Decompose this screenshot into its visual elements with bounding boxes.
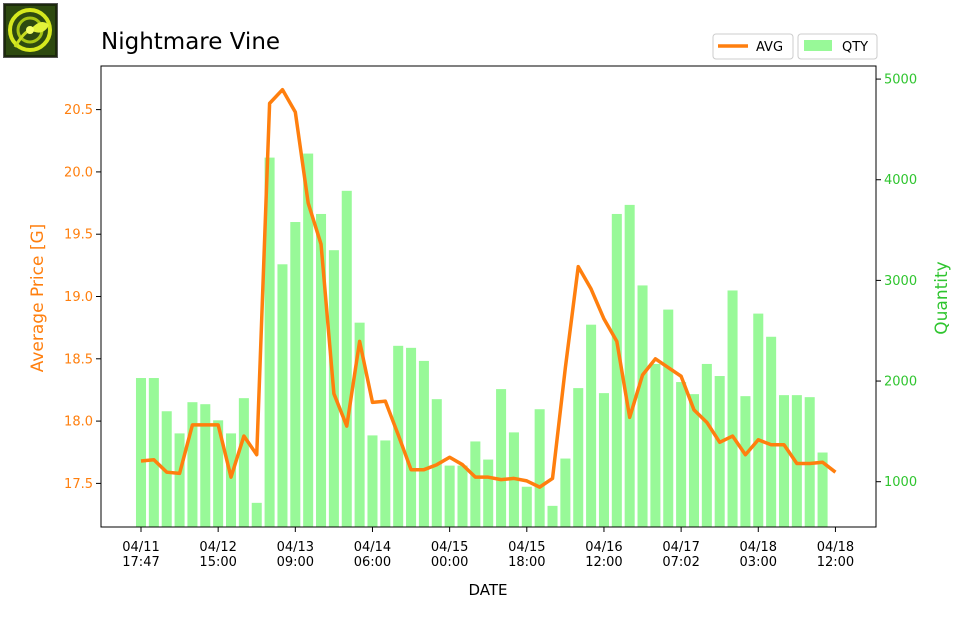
qty-bar (290, 222, 301, 527)
qty-bar (444, 465, 455, 527)
qty-bar (200, 404, 211, 527)
qty-bar (251, 502, 262, 527)
x-tick-label-time: 03:00 (740, 555, 777, 570)
legend-qty[interactable]: QTY (797, 33, 878, 60)
qty-bar (714, 376, 725, 527)
x-tick-label-time: 15:00 (199, 555, 236, 570)
qty-bar (496, 389, 507, 527)
y-axis-left-label: Average Price [G] (28, 224, 48, 373)
x-tick-label-date: 04/17 (662, 540, 699, 555)
left-tick-label: 20.0 (64, 165, 93, 180)
left-tick-label: 20.5 (64, 103, 93, 118)
legend-avg-label: AVG (756, 40, 783, 55)
x-axis-label: DATE (468, 581, 507, 599)
qty-bar (688, 394, 699, 527)
qty-bar (418, 360, 429, 527)
qty-bar (650, 363, 661, 527)
left-tick-label: 17.5 (64, 477, 93, 492)
qty-bar (380, 440, 391, 527)
qty-bar (637, 285, 648, 527)
legend-qty-label: QTY (842, 40, 868, 55)
qty-bar (187, 402, 198, 527)
qty-bar (573, 388, 584, 527)
qty-bar (470, 441, 481, 527)
legend-avg[interactable]: AVG (712, 33, 794, 60)
qty-bar (341, 190, 352, 527)
qty-bar (148, 378, 159, 527)
qty-bar (367, 435, 378, 527)
x-tick-label-date: 04/18 (817, 540, 854, 555)
x-tick-label-time: 06:00 (354, 555, 391, 570)
x-tick-label-time: 18:00 (508, 555, 545, 570)
x-tick-label-time: 07:02 (662, 555, 699, 570)
qty-bar (303, 153, 314, 527)
right-axis: 1000 2000 3000 4000 5000 (876, 73, 917, 490)
qty-bar (406, 347, 417, 527)
right-tick-label: 1000 (884, 475, 917, 490)
qty-bar (586, 324, 597, 527)
x-tick-label-date: 04/15 (508, 540, 545, 555)
legend-avg-box (712, 33, 794, 60)
qty-bar (316, 213, 327, 527)
qty-bar (663, 309, 674, 527)
right-tick-label: 2000 (884, 375, 917, 390)
qty-bar (624, 204, 635, 527)
right-tick-label: 3000 (884, 274, 917, 289)
qty-bar (521, 486, 532, 527)
qty-bar (598, 393, 609, 527)
x-tick-label-time: 12:00 (585, 555, 622, 570)
qty-bar (483, 459, 494, 527)
qty-bar (547, 505, 558, 527)
nightmare-vine-icon (3, 3, 58, 58)
x-tick-label-date: 04/12 (199, 540, 236, 555)
x-tick-label-date: 04/14 (354, 540, 391, 555)
qty-bar (226, 433, 237, 527)
qty-bar (727, 290, 738, 527)
x-tick-label-date: 04/16 (585, 540, 622, 555)
qty-bar (766, 336, 777, 527)
qty-bar (174, 433, 185, 527)
qty-bar (135, 378, 147, 527)
legend-qty-swatch (804, 40, 832, 51)
qty-bar (560, 458, 571, 527)
x-tick-label-date: 04/13 (277, 540, 314, 555)
qty-bar (277, 264, 288, 527)
qty-bar (238, 398, 249, 527)
avg-line-series (140, 87, 837, 489)
x-tick-label-date: 04/15 (431, 540, 468, 555)
left-tick-label: 19.0 (64, 290, 93, 305)
right-tick-label: 5000 (884, 73, 917, 88)
qty-bar (354, 322, 365, 527)
qty-bar (534, 409, 545, 527)
y-axis-right-label: Quantity (932, 261, 952, 334)
qty-bar (753, 313, 764, 527)
qty-bar (457, 465, 468, 527)
left-tick-label: 19.5 (64, 228, 93, 243)
avg-line (140, 87, 837, 489)
x-tick-label-time: 12:00 (817, 555, 854, 570)
right-tick-label: 4000 (884, 173, 917, 188)
qty-bar (740, 396, 751, 527)
x-tick-label-date: 04/11 (122, 540, 159, 555)
qty-bar (213, 420, 224, 527)
x-tick-label-date: 04/18 (740, 540, 777, 555)
qty-bar (701, 363, 712, 527)
x-tick-label-time: 09:00 (277, 555, 314, 570)
qty-bars (135, 153, 828, 527)
x-tick-label-time: 00:00 (431, 555, 468, 570)
qty-bar (778, 395, 790, 527)
qty-bar (676, 382, 687, 527)
qty-bar (161, 411, 172, 527)
qty-bar (611, 213, 622, 527)
left-axis: 17.5 18.0 18.5 19.0 19.5 20.0 20.5 (64, 103, 101, 492)
left-tick-label: 18.0 (64, 415, 93, 430)
x-tick-label-time: 17:47 (122, 555, 159, 570)
qty-bar (817, 452, 828, 527)
qty-bar (264, 157, 275, 527)
chart-title: Nightmare Vine (101, 29, 280, 55)
left-tick-label: 18.5 (64, 352, 93, 367)
